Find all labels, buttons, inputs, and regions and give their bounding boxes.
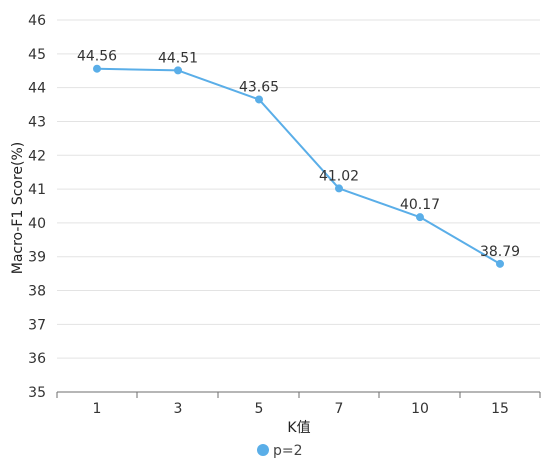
x-tick-label: 7 xyxy=(335,401,344,417)
x-tick-labels: 1 3 5 7 10 15 xyxy=(93,401,509,417)
y-tick-label: 44 xyxy=(28,81,46,97)
x-tick-label: 3 xyxy=(174,401,183,417)
series-p2 xyxy=(93,64,504,268)
legend-marker xyxy=(257,444,269,456)
y-axis-title: Macro-F1 Score(%) xyxy=(10,142,26,275)
data-label: 38.79 xyxy=(480,244,520,260)
data-label: 40.17 xyxy=(400,197,440,213)
data-label: 44.51 xyxy=(158,50,198,66)
data-labels: 44.56 44.51 43.65 41.02 40.17 38.79 xyxy=(77,49,520,260)
y-tick-label: 46 xyxy=(28,13,46,29)
data-point xyxy=(93,64,101,73)
gridlines xyxy=(57,19,540,359)
y-tick-label: 43 xyxy=(28,114,46,130)
legend[interactable]: p=2 xyxy=(257,443,303,459)
y-tick-label: 38 xyxy=(28,284,46,300)
data-label: 41.02 xyxy=(319,168,359,184)
series-line xyxy=(96,67,501,265)
y-tick-label: 41 xyxy=(28,182,46,198)
y-tick-label: 39 xyxy=(28,250,46,266)
data-point xyxy=(496,259,504,268)
data-label: 44.56 xyxy=(77,49,117,65)
y-tick-label: 36 xyxy=(28,351,46,367)
x-tick-label: 15 xyxy=(491,401,509,417)
data-point xyxy=(335,184,343,193)
y-tick-labels: 35 36 37 38 39 40 41 42 43 44 45 46 xyxy=(28,13,46,401)
y-tick-label: 45 xyxy=(28,47,46,63)
data-point xyxy=(416,213,424,222)
x-tick-label: 10 xyxy=(411,401,429,417)
y-tick-label: 42 xyxy=(28,148,46,164)
x-axis-title: K值 xyxy=(287,420,310,436)
y-tick-label: 35 xyxy=(28,385,46,401)
data-point xyxy=(174,66,182,75)
data-point xyxy=(255,95,263,104)
data-label: 43.65 xyxy=(239,79,279,95)
y-tick-label: 37 xyxy=(28,317,46,333)
x-tick-label: 5 xyxy=(255,401,264,417)
axes xyxy=(56,391,541,398)
y-tick-label: 40 xyxy=(28,216,46,232)
legend-label: p=2 xyxy=(273,443,303,459)
x-tick-label: 1 xyxy=(93,401,102,417)
